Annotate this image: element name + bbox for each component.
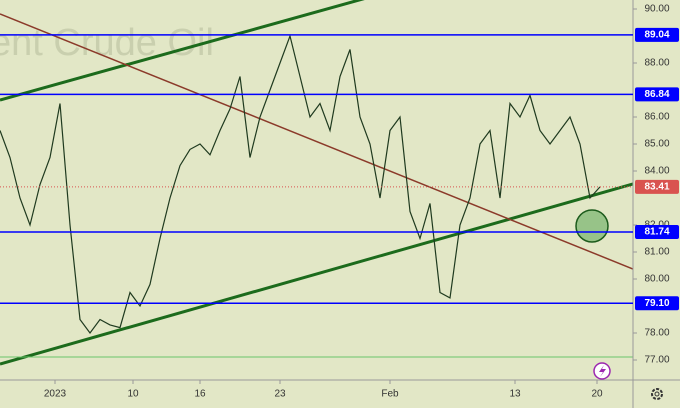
highlight-circle bbox=[575, 209, 609, 243]
y-tick-label: 85.00 bbox=[644, 139, 669, 150]
x-tick-label: Feb bbox=[381, 389, 399, 400]
trend-line bbox=[0, 13, 633, 270]
x-tick-label: 2023 bbox=[44, 389, 67, 400]
level-label-box bbox=[635, 296, 679, 311]
y-tick-label: 88.00 bbox=[644, 58, 669, 69]
x-tick-label: 20 bbox=[591, 389, 603, 400]
level-label: 81.74 bbox=[644, 227, 669, 238]
y-tick-label: 90.00 bbox=[644, 4, 669, 15]
y-tick-label: 80.00 bbox=[644, 274, 669, 285]
trend-line bbox=[0, 0, 365, 102]
x-tick-label: 10 bbox=[127, 389, 139, 400]
y-tick-label: 86.00 bbox=[644, 112, 669, 123]
drawings bbox=[0, 0, 633, 366]
y-tick-label: 84.00 bbox=[644, 166, 669, 177]
price-line bbox=[0, 33, 601, 335]
settings-icon[interactable] bbox=[651, 388, 663, 400]
last-price-box bbox=[635, 179, 679, 194]
x-tick-label: 16 bbox=[194, 389, 206, 400]
x-tick-label: 13 bbox=[509, 389, 521, 400]
level-label-box bbox=[635, 27, 679, 42]
y-tick-label: 78.00 bbox=[644, 328, 669, 339]
lightning-icon[interactable] bbox=[593, 362, 611, 380]
y-tick-label: 81.00 bbox=[644, 247, 669, 258]
level-label: 79.10 bbox=[644, 298, 669, 309]
x-tick-label: 23 bbox=[274, 389, 286, 400]
trend-line bbox=[0, 182, 633, 366]
plot bbox=[0, 33, 601, 335]
y-tick-label: 77.00 bbox=[644, 355, 669, 366]
level-label-box bbox=[635, 87, 679, 102]
last-price-label: 83.41 bbox=[644, 182, 669, 193]
level-label: 86.84 bbox=[644, 89, 669, 100]
level-label-box bbox=[635, 225, 679, 240]
level-label: 89.04 bbox=[644, 30, 669, 41]
